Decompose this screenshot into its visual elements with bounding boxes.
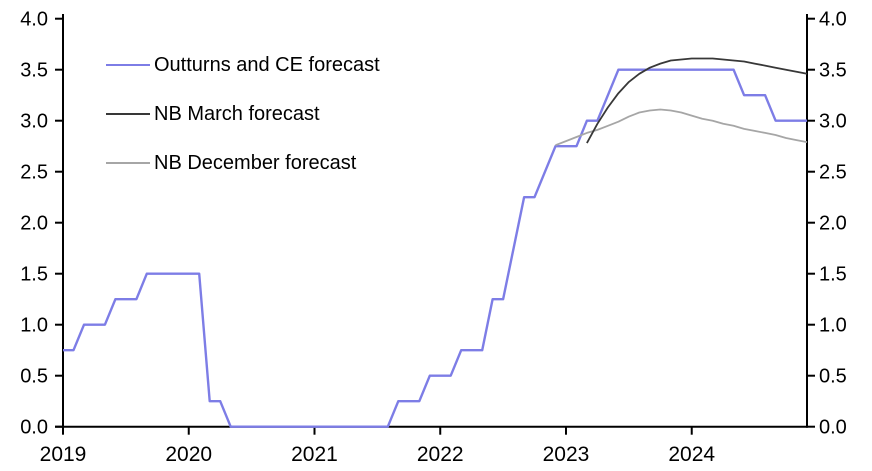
y-axis-tick-label-right: 1.5 [819, 264, 847, 286]
y-axis-tick-label-left: 2.5 [20, 162, 48, 184]
legend-label: NB December forecast [154, 152, 357, 174]
legend-item-nb-march: NB March forecast [106, 103, 380, 125]
y-axis-tick-label-left: 0.5 [20, 366, 48, 388]
y-axis-tick-label-right: 1.0 [819, 315, 847, 337]
outturns-ce-line-swatch [106, 64, 150, 66]
y-axis-tick-label-right: 3.5 [819, 60, 847, 82]
nb-december-line-swatch [106, 162, 150, 164]
y-axis-tick-label-right: 3.0 [819, 111, 847, 133]
x-axis-tick-label: 2023 [543, 443, 590, 466]
series-line-nb-december-forecast [555, 108, 808, 147]
legend-label: NB March forecast [154, 103, 320, 125]
legend-item-outturns-ce: Outturns and CE forecast [106, 54, 380, 76]
x-axis-tick-label: 2019 [40, 443, 87, 466]
y-axis-tick-label-left: 0.0 [20, 417, 48, 439]
series-line-outturns-and-ce-forecast [63, 68, 807, 428]
y-axis-tick-label-left: 2.0 [20, 213, 48, 235]
series-line-nb-march-forecast [586, 57, 808, 144]
chart-legend: Outturns and CE forecast NB March foreca… [106, 54, 380, 174]
x-axis-tick-label: 2024 [668, 443, 715, 466]
y-axis-tick-label-right: 4.0 [819, 9, 847, 31]
y-axis-tick-label-left: 1.5 [20, 264, 48, 286]
x-axis-tick-label: 2022 [417, 443, 464, 466]
legend-item-nb-december: NB December forecast [106, 152, 380, 174]
nb-march-line-swatch [106, 113, 150, 115]
y-axis-tick-label-left: 3.5 [20, 60, 48, 82]
y-axis-tick-label-left: 1.0 [20, 315, 48, 337]
y-axis-tick-label-right: 2.0 [819, 213, 847, 235]
y-axis-tick-label-right: 0.0 [819, 417, 847, 439]
y-axis-tick-label-right: 0.5 [819, 366, 847, 388]
x-axis-tick-label: 2021 [291, 443, 338, 466]
legend-label: Outturns and CE forecast [154, 54, 380, 76]
y-axis-tick-label-left: 3.0 [20, 111, 48, 133]
y-axis-tick-label-left: 4.0 [20, 9, 48, 31]
x-axis-tick-label: 2020 [165, 443, 212, 466]
y-axis-tick-label-right: 2.5 [819, 162, 847, 184]
